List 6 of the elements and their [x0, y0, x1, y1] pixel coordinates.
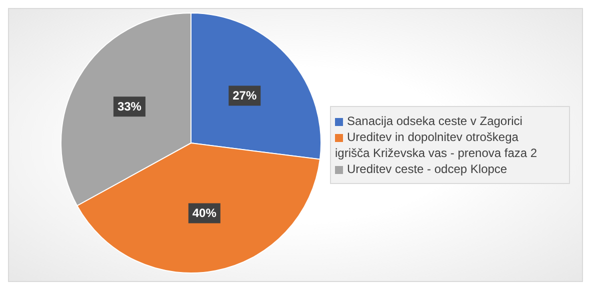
legend-label: Sanacija odseka ceste v Zagorici: [347, 114, 522, 128]
legend-label: Ureditev in dopolnitev otroškega igrišča Križevska vas - prenova faza 2: [335, 130, 538, 160]
data-label: 27%: [232, 88, 257, 103]
legend-label: Ureditev ceste - odcep Klopce: [347, 162, 508, 176]
data-label: 33%: [117, 100, 142, 114]
data-label: 40%: [192, 206, 217, 220]
